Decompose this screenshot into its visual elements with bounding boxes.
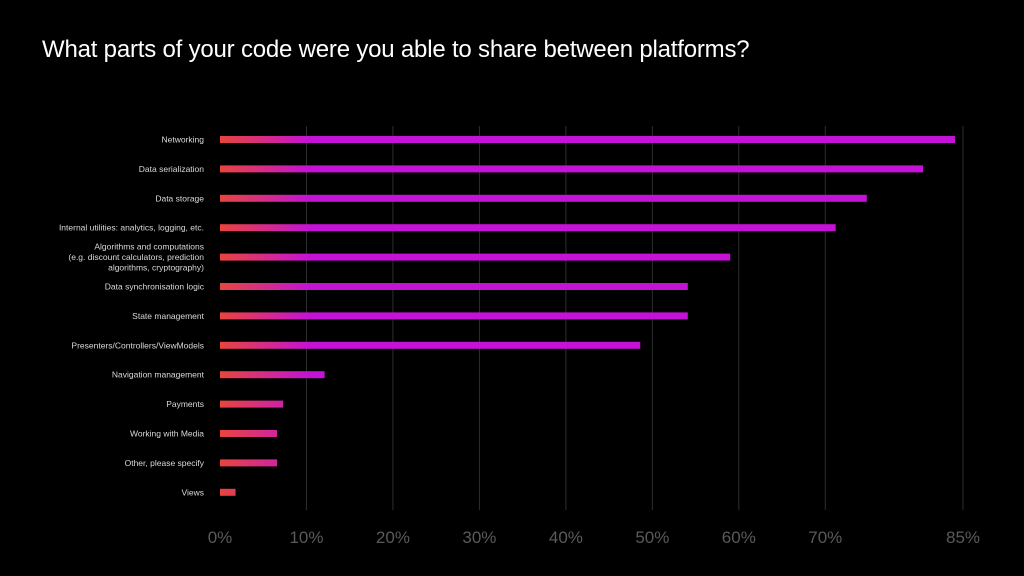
bar [220, 488, 236, 496]
x-tick-label: 85% [946, 528, 980, 547]
category-label-line: State management [132, 311, 204, 321]
category-label-line: Presenters/Controllers/ViewModels [71, 340, 204, 350]
bar [220, 371, 325, 379]
category-label: Other, please specify [125, 458, 205, 468]
chart-title: What parts of your code were you able to… [42, 36, 750, 63]
category-label-line: Data storage [155, 193, 204, 203]
bar [220, 312, 688, 320]
bar [220, 136, 955, 143]
category-label: Working with Media [130, 429, 204, 439]
category-label: Navigation management [112, 370, 205, 380]
category-label-line: (e.g. discount calculators, prediction [68, 252, 204, 262]
category-label: Algorithms and computations (e.g. discoun… [68, 242, 204, 273]
category-label-line: Networking [161, 135, 204, 145]
x-tick-label: 30% [462, 528, 496, 547]
category-label: Presenters/Controllers/ViewModels [71, 340, 204, 350]
bar [220, 430, 278, 437]
category-label-line: Data synchronisation logic [105, 282, 205, 292]
category-labels: Networking Data serialization Data storage… [59, 135, 205, 498]
bar [220, 253, 731, 261]
category-label-line: Views [181, 487, 204, 497]
x-axis-tick-labels: 0% 10% 20% 30% 40% 50% 60% 70% 85% [208, 528, 980, 547]
category-label-line: Internal utilities: analytics, logging, … [59, 223, 204, 233]
bar [220, 341, 641, 349]
category-label-line: Other, please specify [125, 458, 205, 468]
bar [220, 224, 836, 232]
category-label-line: Data serialization [139, 164, 204, 174]
category-label: State management [132, 311, 204, 321]
category-label: Data storage [155, 193, 204, 203]
bar [220, 283, 688, 290]
x-tick-label: 60% [722, 528, 756, 547]
bar [220, 400, 284, 408]
bar [220, 459, 278, 467]
bar [220, 194, 867, 202]
x-tick-label: 10% [289, 528, 323, 547]
x-tick-label: 20% [376, 528, 410, 547]
category-label-line: algorithms, cryptography) [108, 263, 204, 273]
category-label: Payments [166, 399, 204, 409]
category-label: Data synchronisation logic [105, 282, 205, 292]
category-label: Views [181, 487, 204, 497]
category-label-line: Navigation management [112, 370, 205, 380]
bar [220, 165, 924, 173]
x-tick-label: 50% [635, 528, 669, 547]
category-label-line: Working with Media [130, 429, 204, 439]
category-label: Data serialization [139, 164, 204, 174]
x-tick-label: 0% [208, 528, 233, 547]
x-tick-label: 70% [808, 528, 842, 547]
category-label-line: Payments [166, 399, 204, 409]
category-label-line: Algorithms and computations [94, 242, 204, 252]
bars [220, 136, 955, 496]
x-tick-label: 40% [549, 528, 583, 547]
category-label: Internal utilities: analytics, logging, … [59, 223, 204, 233]
category-label: Networking [161, 135, 204, 145]
